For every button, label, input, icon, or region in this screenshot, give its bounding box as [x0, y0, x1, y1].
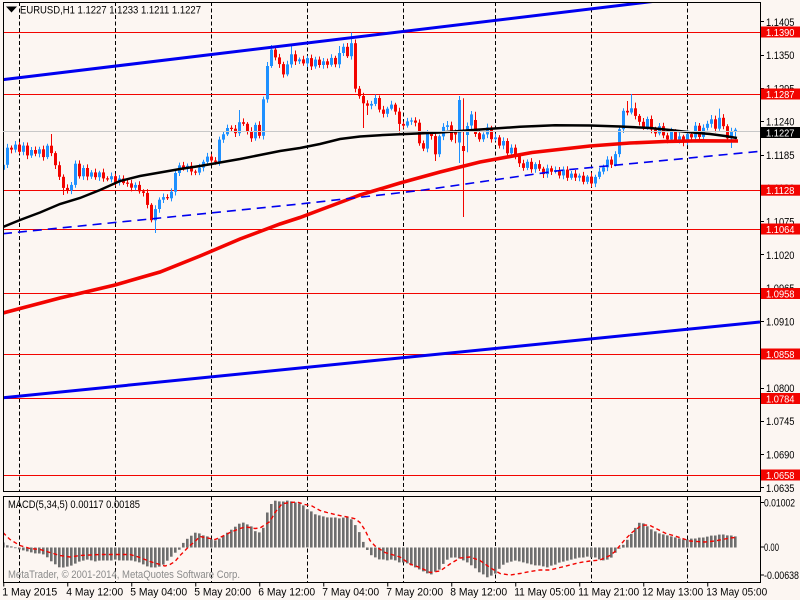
svg-text:7 May 04:00: 7 May 04:00: [322, 587, 379, 599]
svg-text:1.1240: 1.1240: [766, 117, 795, 129]
svg-text:EURUSD,H1 1.1227 1.1233 1.121: EURUSD,H1 1.1227 1.1233 1.1211 1.1227: [20, 5, 201, 17]
svg-text:1.1405: 1.1405: [766, 17, 795, 29]
svg-text:1.1390: 1.1390: [766, 27, 795, 39]
svg-text:1.0910: 1.0910: [766, 316, 795, 328]
svg-text:11 May 21:00: 11 May 21:00: [578, 587, 639, 599]
svg-text:1.1185: 1.1185: [766, 150, 795, 162]
svg-text:4 May 12:00: 4 May 12:00: [66, 587, 123, 599]
svg-text:5 May 20:00: 5 May 20:00: [194, 587, 251, 599]
svg-text:-0.00638: -0.00638: [764, 570, 799, 582]
svg-text:11 May 05:00: 11 May 05:00: [514, 587, 575, 599]
svg-text:1.0958: 1.0958: [766, 288, 795, 300]
svg-text:5 May 04:00: 5 May 04:00: [130, 587, 187, 599]
svg-text:0.00: 0.00: [764, 542, 779, 554]
svg-text:1.1350: 1.1350: [766, 50, 795, 62]
svg-text:1.0800: 1.0800: [766, 383, 795, 395]
svg-text:1.1128: 1.1128: [766, 185, 795, 197]
svg-text:1.0745: 1.0745: [766, 416, 795, 428]
svg-text:1.1287: 1.1287: [766, 89, 795, 101]
svg-text:MetaTrader, © 2001-2014, MetaQ: MetaTrader, © 2001-2014, MetaQuotes Soft…: [8, 569, 240, 581]
svg-text:1.1064: 1.1064: [766, 224, 795, 236]
svg-text:1 May 2015: 1 May 2015: [2, 587, 57, 599]
svg-text:1.0858: 1.0858: [766, 349, 795, 361]
svg-text:8 May 12:00: 8 May 12:00: [450, 587, 507, 599]
svg-text:MACD(5,34,5) 0.00117 0.00185: MACD(5,34,5) 0.00117 0.00185: [8, 499, 140, 511]
svg-text:0.01002: 0.01002: [764, 497, 795, 509]
svg-text:1.0658: 1.0658: [766, 470, 795, 482]
svg-text:7 May 20:00: 7 May 20:00: [386, 587, 443, 599]
svg-text:1.0690: 1.0690: [766, 450, 795, 462]
svg-text:1.0784: 1.0784: [766, 393, 795, 405]
svg-text:1.1227: 1.1227: [766, 127, 795, 139]
svg-text:1.1020: 1.1020: [766, 250, 795, 262]
svg-text:13 May 05:00: 13 May 05:00: [706, 587, 767, 599]
svg-text:1.0635: 1.0635: [766, 483, 795, 495]
svg-text:6 May 12:00: 6 May 12:00: [258, 587, 315, 599]
svg-text:12 May 13:00: 12 May 13:00: [642, 587, 703, 599]
